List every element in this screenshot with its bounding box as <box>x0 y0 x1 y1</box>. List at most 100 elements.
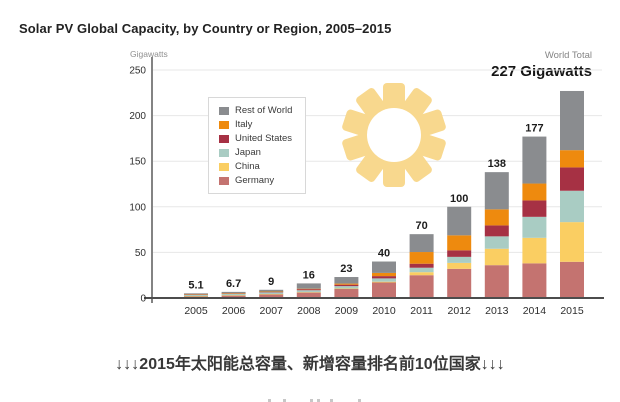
x-tick-label: 2008 <box>297 305 321 317</box>
legend-label: Italy <box>235 119 253 130</box>
bar-segment-japan-2011 <box>409 267 434 273</box>
x-tick-label: 2014 <box>523 305 547 317</box>
bar-segment-china-2008 <box>296 292 321 293</box>
bar-segment-japan-2015 <box>560 190 584 223</box>
x-tick-label: 2007 <box>260 305 284 317</box>
bar-segment-germany-2011 <box>409 275 434 298</box>
x-tick-label: 2006 <box>222 305 246 317</box>
legend-item-italy: Italy <box>219 119 292 130</box>
bar-segment-china-2013 <box>484 248 509 266</box>
bar-segment-china-2014 <box>522 237 547 264</box>
bar-segment-germany-2009 <box>334 288 359 298</box>
y-tick-label: 250 <box>129 66 146 77</box>
chart-title: Solar PV Global Capacity, by Country or … <box>19 21 392 36</box>
bar-total-label: 23 <box>340 263 352 275</box>
bar-segment-rest-of-world-2005 <box>184 293 208 295</box>
bar-total-label: 9 <box>268 276 274 288</box>
bar-segment-germany-2010 <box>372 282 396 298</box>
bar-segment-germany-2013 <box>484 265 509 298</box>
bar-segment-china-2011 <box>409 272 434 276</box>
bar-segment-china-2006 <box>221 295 246 296</box>
bar-total-label: 138 <box>488 158 506 170</box>
legend-label: China <box>235 161 260 172</box>
y-tick-label: 50 <box>135 248 147 259</box>
legend-label: Rest of World <box>235 105 293 116</box>
bar-segment-italy-2014 <box>522 183 547 201</box>
bar-segment-china-2005 <box>184 296 208 297</box>
legend: Rest of World Italy United States Japan Chin… <box>208 97 307 194</box>
bar-total-label: 6.7 <box>226 278 241 290</box>
bar-total-label: 177 <box>525 123 543 135</box>
bar-segment-italy-2005 <box>184 294 208 295</box>
bar-segment-germany-2007 <box>259 294 284 298</box>
bar-segment-italy-2013 <box>484 209 509 226</box>
legend-swatch-icon <box>219 120 229 129</box>
legend-label: United States <box>235 133 293 144</box>
bar-segment-rest-of-world-2012 <box>447 206 472 236</box>
bar-segment-germany-2015 <box>560 261 584 298</box>
legend-swatch-icon <box>219 162 229 171</box>
bar-segment-united-states-2010 <box>372 276 396 279</box>
bar-segment-rest-of-world-2014 <box>522 136 547 184</box>
bar-segment-rest-of-world-2009 <box>334 277 359 284</box>
x-tick-label: 2012 <box>448 305 472 317</box>
legend-swatch-icon <box>219 134 229 143</box>
legend-item-rest-of-world: Rest of World <box>219 105 292 116</box>
bar-total-label: 100 <box>450 193 468 205</box>
bottom-caption: ↓↓↓2015年太阳能总容量、新增容量排名前10位国家↓↓↓ <box>115 356 505 373</box>
bar-total-label: 5.1 <box>188 279 203 291</box>
legend-swatch-icon <box>219 148 229 157</box>
bar-segment-germany-2008 <box>296 292 321 298</box>
bar-segment-china-2010 <box>372 281 396 283</box>
legend-swatch-icon <box>219 176 229 185</box>
x-tick-label: 2010 <box>372 305 396 317</box>
bar-segment-japan-2006 <box>221 293 246 296</box>
bar-segment-rest-of-world-2011 <box>409 234 434 253</box>
world-total-label: World Total <box>544 50 592 61</box>
bar-segment-germany-2012 <box>447 268 472 298</box>
bar-segment-japan-2013 <box>484 236 509 249</box>
bar-segment-germany-2006 <box>221 295 246 298</box>
bar-segment-china-2007 <box>259 294 284 295</box>
legend-item-japan: Japan <box>219 147 292 158</box>
bar-segment-japan-2012 <box>447 256 472 263</box>
bar-segment-japan-2009 <box>334 286 359 289</box>
y-tick-label: 200 <box>129 111 146 122</box>
x-tick-label: 2009 <box>335 305 359 317</box>
x-tick-label: 2011 <box>410 305 433 317</box>
world-total-value: 227 Gigawatts <box>491 63 592 80</box>
bar-segment-italy-2008 <box>296 288 321 290</box>
bar-segment-rest-of-world-2007 <box>259 289 284 292</box>
bar-segment-china-2009 <box>334 288 359 290</box>
bar-segment-china-2015 <box>560 222 584 262</box>
legend-item-china: China <box>219 161 292 172</box>
bar-total-label: 40 <box>378 248 390 260</box>
bar-segment-rest-of-world-2015 <box>560 90 584 151</box>
y-tick-label: 0 <box>140 294 146 305</box>
legend-item-germany: Germany <box>219 175 292 186</box>
x-tick-label: 2015 <box>560 305 584 317</box>
bar-segment-rest-of-world-2006 <box>221 291 246 294</box>
bar-segment-italy-2007 <box>259 291 284 293</box>
bar-segment-italy-2015 <box>560 150 584 168</box>
y-tick-label: 150 <box>129 157 146 168</box>
legend-label: Germany <box>235 175 275 186</box>
bar-segment-united-states-2012 <box>447 250 472 257</box>
bar-segment-united-states-2014 <box>522 200 547 217</box>
bar-segment-japan-2008 <box>296 290 321 293</box>
cutoff-text-fragments <box>268 399 271 402</box>
y-tick-label: 100 <box>129 202 146 213</box>
y-axis-unit-label: Gigawatts <box>130 49 168 59</box>
legend-swatch-icon <box>219 106 229 115</box>
bar-segment-china-2012 <box>447 262 472 269</box>
bar-segment-italy-2011 <box>409 252 434 264</box>
bar-segment-united-states-2008 <box>296 289 321 291</box>
bar-segment-japan-2005 <box>184 294 208 297</box>
bar-segment-japan-2010 <box>372 278 396 282</box>
legend-item-united-states: United States <box>219 133 292 144</box>
bar-segment-united-states-2013 <box>484 225 509 237</box>
x-tick-label: 2005 <box>184 305 208 317</box>
bar-segment-italy-2012 <box>447 235 472 251</box>
